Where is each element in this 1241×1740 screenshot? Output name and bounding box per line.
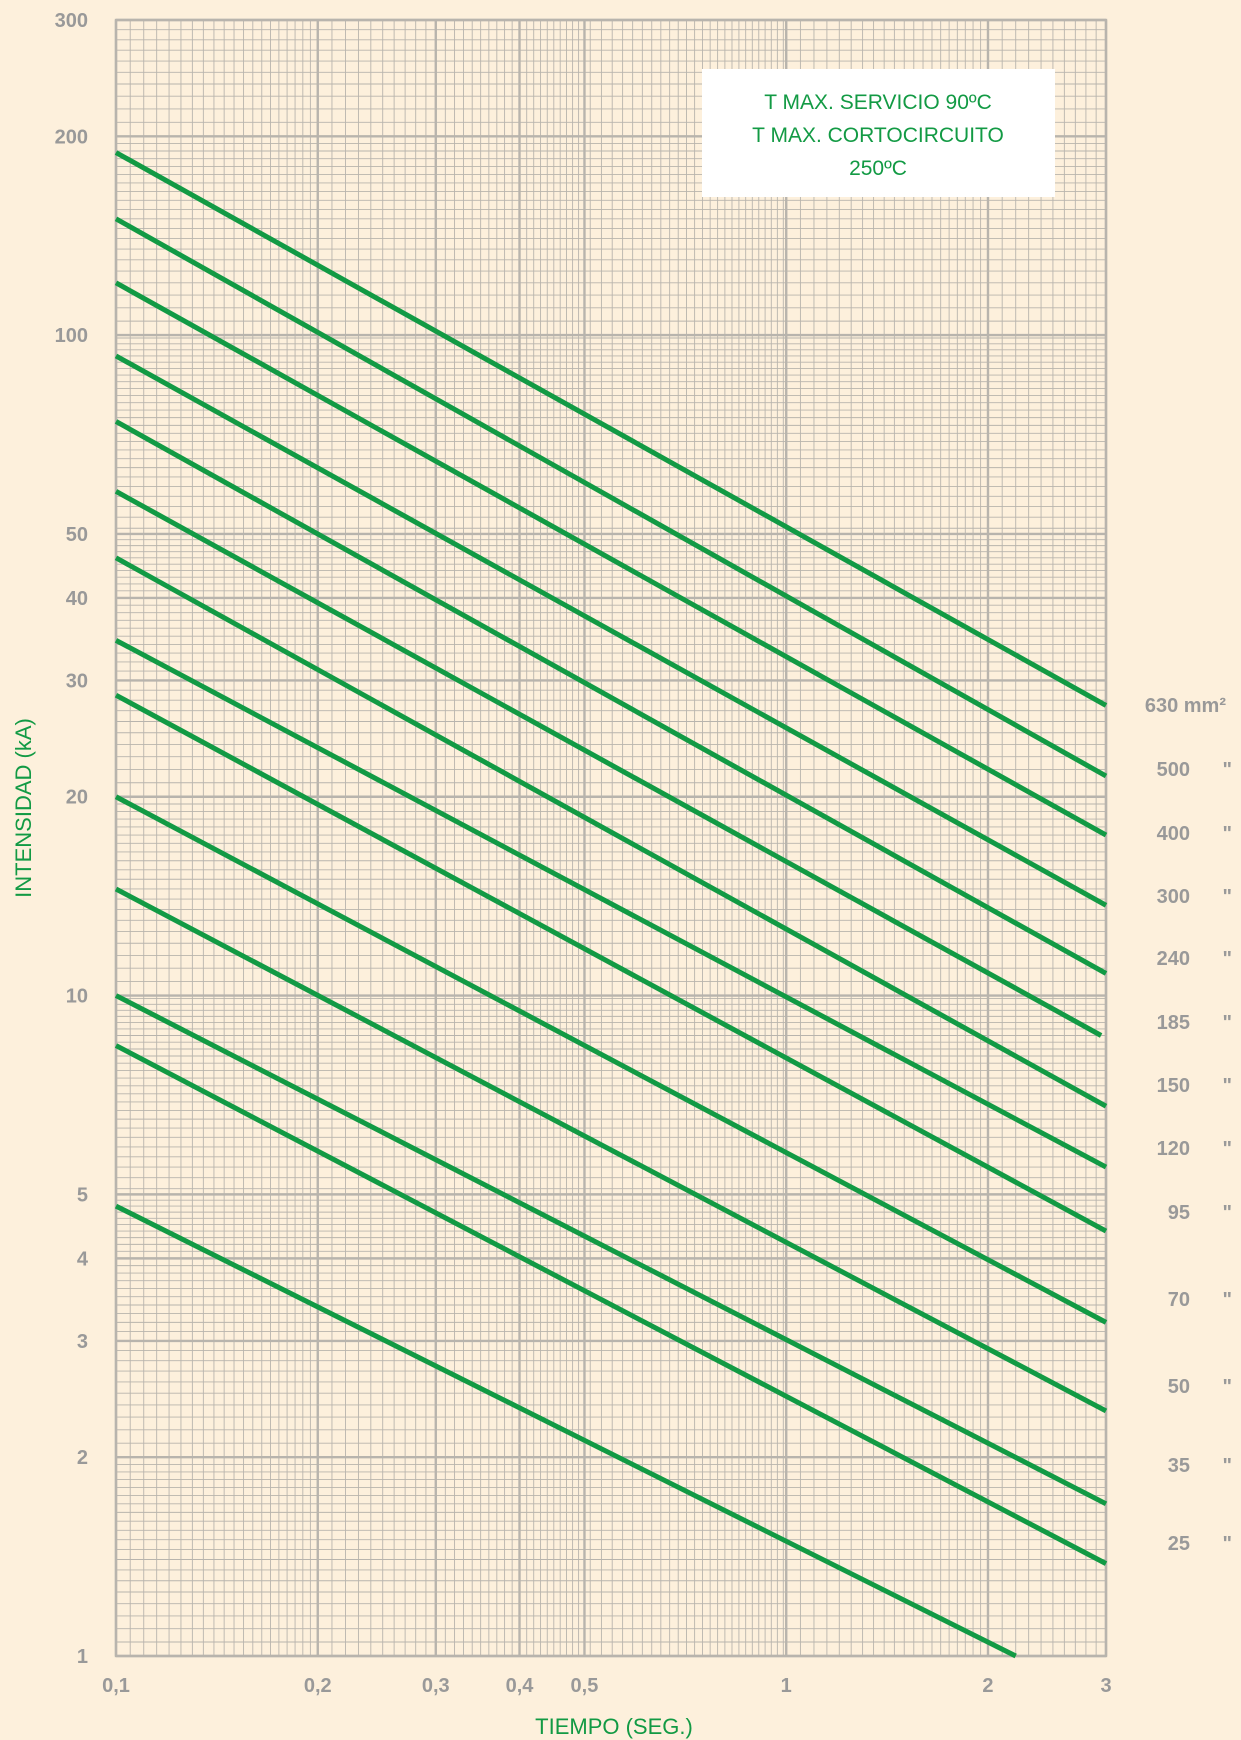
series-label-size: 120 — [1157, 1138, 1190, 1160]
x-tick-label: 0,3 — [422, 1675, 450, 1697]
series-label-size: 500 — [1157, 759, 1190, 781]
y-tick-label: 200 — [55, 126, 88, 148]
series-label-size: 25 — [1168, 1533, 1190, 1555]
series-line — [116, 491, 1101, 1035]
series-label-unit: " — [1223, 948, 1232, 970]
annotation-line: T MAX. SERVICIO 90ºC — [764, 91, 991, 114]
series-label-unit: " — [1223, 759, 1232, 781]
series-label-unit: " — [1223, 823, 1232, 845]
y-tick-label: 40 — [66, 588, 88, 610]
y-tick-label: 50 — [66, 524, 88, 546]
annotation-box: T MAX. SERVICIO 90ºC T MAX. CORTOCIRCUIT… — [702, 69, 1055, 197]
series-label-size: 50 — [1168, 1376, 1190, 1398]
series-label-unit: " — [1223, 1138, 1232, 1160]
series-labels: 630 mm² 500 " 400 " 300 " 240 " 185 " 150 " 120 " 95 " 70… — [1145, 695, 1232, 1555]
y-tick-label: 5 — [77, 1184, 88, 1206]
x-tick-label: 0,5 — [571, 1675, 599, 1697]
x-tick-label: 3 — [1100, 1675, 1111, 1697]
series-label-size: 185 — [1157, 1012, 1190, 1034]
series-label: 630 mm² — [1145, 695, 1226, 717]
series-label-size: 70 — [1168, 1289, 1190, 1311]
series-label-size: 240 — [1157, 948, 1190, 970]
y-tick-label: 2 — [77, 1447, 88, 1469]
y-tick-label: 300 — [55, 10, 88, 32]
y-tick-label: 1 — [77, 1646, 88, 1668]
y-tick-label: 3 — [77, 1331, 88, 1353]
x-tick-label: 2 — [982, 1675, 993, 1697]
x-tick-label: 0,4 — [506, 1675, 535, 1697]
x-tick-label: 0,2 — [304, 1675, 332, 1697]
x-tick-label: 0,1 — [102, 1675, 130, 1697]
series-label-size: 35 — [1168, 1455, 1190, 1477]
y-axis-title: INTENSIDAD (kA) — [11, 718, 36, 898]
series-label-unit: " — [1223, 1455, 1232, 1477]
series-label-size: 300 — [1157, 886, 1190, 908]
y-tick-labels: 1 2 3 4 5 10 20 30 40 50 100 200 300 — [55, 10, 89, 1668]
annotation-line: T MAX. CORTOCIRCUITO — [752, 124, 1004, 147]
y-tick-label: 100 — [55, 325, 88, 347]
annotation-line: 250ºC — [849, 157, 907, 180]
x-axis-title: TIEMPO (SEG.) — [535, 1714, 693, 1739]
series-label-unit: " — [1223, 1289, 1232, 1311]
y-tick-label: 4 — [77, 1248, 89, 1270]
grid — [116, 20, 1106, 1656]
series-label-size: 150 — [1157, 1075, 1190, 1097]
series-label-unit: " — [1223, 1202, 1232, 1224]
series-label-unit: " — [1223, 886, 1232, 908]
y-tick-label: 10 — [66, 986, 88, 1008]
y-tick-label: 30 — [66, 670, 88, 692]
x-tick-label: 1 — [781, 1675, 792, 1697]
series-line — [116, 1206, 1016, 1656]
series-label-unit: " — [1223, 1012, 1232, 1034]
y-tick-label: 20 — [66, 787, 88, 809]
x-tick-labels: 0,1 0,2 0,3 0,4 0,5 1 2 3 — [102, 1675, 1111, 1697]
series-label-size: 400 — [1157, 823, 1190, 845]
series-label-size: 95 — [1168, 1202, 1190, 1224]
series-label-unit: " — [1223, 1533, 1232, 1555]
series-label-unit: " — [1223, 1376, 1232, 1398]
series-label-unit: " — [1223, 1075, 1232, 1097]
